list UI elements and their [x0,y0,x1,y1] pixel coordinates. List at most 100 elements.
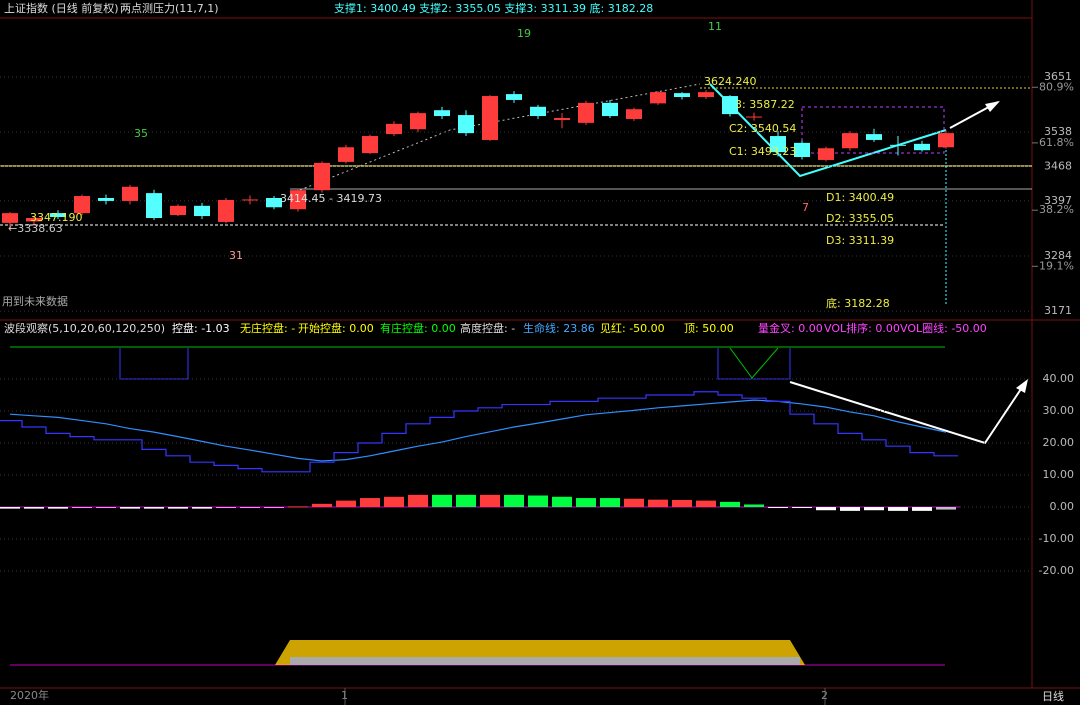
bar [528,495,548,508]
bar [288,506,308,508]
annotation: 用到未来数据 [2,294,68,308]
stat: 无庄控盘: - [240,321,295,335]
y-tick-label: 3538 [1044,125,1072,138]
candle-body [194,205,210,217]
candle-body [218,199,234,222]
bar [384,496,404,508]
y-tick-label: 40.00 [1043,372,1075,385]
annotation: 底: 3182.28 [826,296,890,310]
bar [312,503,332,508]
annotation: 7 [802,201,809,214]
candle-body [650,92,666,104]
candle-body [626,109,642,119]
annotation: D1: 3400.49 [826,191,894,204]
annotation: 35 [134,127,148,140]
bar [24,507,44,509]
candle-body [98,198,114,201]
y-tick-label: -10.00 [1039,532,1074,545]
y-tick-label: 3397 [1044,194,1072,207]
stat: 顶: 50.00 [684,322,734,335]
candle-body [266,198,282,208]
bar [624,498,644,508]
annotation: C2: 3540.54 [729,122,796,135]
y-tick-label: 10.00 [1043,468,1075,481]
bar [552,496,572,508]
title: 上证指数 (日线 前复权) [4,1,119,15]
candle-body [818,148,834,160]
bar [432,494,452,508]
fib-label: 19.1% [1039,259,1074,272]
annotation: 3624.240 [704,75,757,88]
annotation: 19 [517,27,531,40]
bar [504,494,524,508]
x-tick-label: 2 [821,689,828,702]
annotation: C1: 3493.23 [729,145,796,158]
bar [456,494,476,508]
annotation: D3: 3311.39 [826,234,894,247]
candle-body [74,196,90,214]
y-tick-label: 3468 [1044,159,1072,172]
fib-label: 38.2% [1039,203,1074,216]
annotation: 11 [708,20,722,33]
bar [144,507,164,509]
bar [744,504,764,508]
stat: 见红: -50.00 [600,322,665,335]
timeframe[interactable]: 日线 [1042,689,1064,703]
candle-body [746,116,762,118]
stat: 开始控盘: 0.00 [298,321,374,335]
candle-body [674,93,690,98]
candle-body [578,102,594,123]
stat: 有庄控盘: 0.00 [380,321,456,335]
indicator-name: 两点测压力(11,7,1) [120,2,219,15]
x-tick-label: 1 [341,689,348,702]
stat: 量金叉: 0.00 [758,321,823,335]
stat: VOL排序: 0.00 [824,321,900,335]
bar [408,494,428,508]
candle-body [146,193,162,218]
candle-body [722,96,738,115]
y-tick-label: -20.00 [1039,564,1074,577]
candle-body [914,143,930,151]
annotation: 3414.45 - 3419.73 [280,192,382,205]
annotation: ←3338.63 [8,222,63,235]
candle-body [26,218,42,222]
bar [576,498,596,508]
bar [96,507,116,509]
bar [600,498,620,508]
annotation: 3347.190 [30,211,83,224]
bar [336,500,356,508]
bar [936,507,956,510]
y-tick-label: 30.00 [1043,404,1075,417]
bar [840,507,860,511]
stat: VOL圈线: -50.00 [900,321,987,335]
candle-body [482,96,498,140]
fib-label: 61.8% [1039,136,1074,149]
bar [240,507,260,509]
bar [696,500,716,508]
bar [480,494,500,508]
candle-body [890,144,906,146]
stat: 高度控盘: - [460,321,515,335]
candle-body [2,213,18,223]
stat: 生命线: 23.86 [523,321,595,335]
bar [72,507,92,509]
candle-body [122,186,138,201]
bar [888,507,908,511]
y-tick-label: 3171 [1044,304,1072,317]
bar [648,499,668,508]
bar [264,507,284,509]
stat: 控盘: -1.03 [172,321,230,335]
candle-body [842,133,858,149]
bar [768,507,788,509]
candle-body [866,134,882,140]
bar [168,507,188,509]
panel-title: 波段观察(5,10,20,60,120,250) [4,321,165,335]
candle-body [170,205,186,216]
bar [192,507,212,509]
candle-body [362,136,378,154]
candle-body [602,102,618,117]
annotation: D2: 3355.05 [826,212,894,225]
bar [0,507,20,509]
bar [912,507,932,511]
